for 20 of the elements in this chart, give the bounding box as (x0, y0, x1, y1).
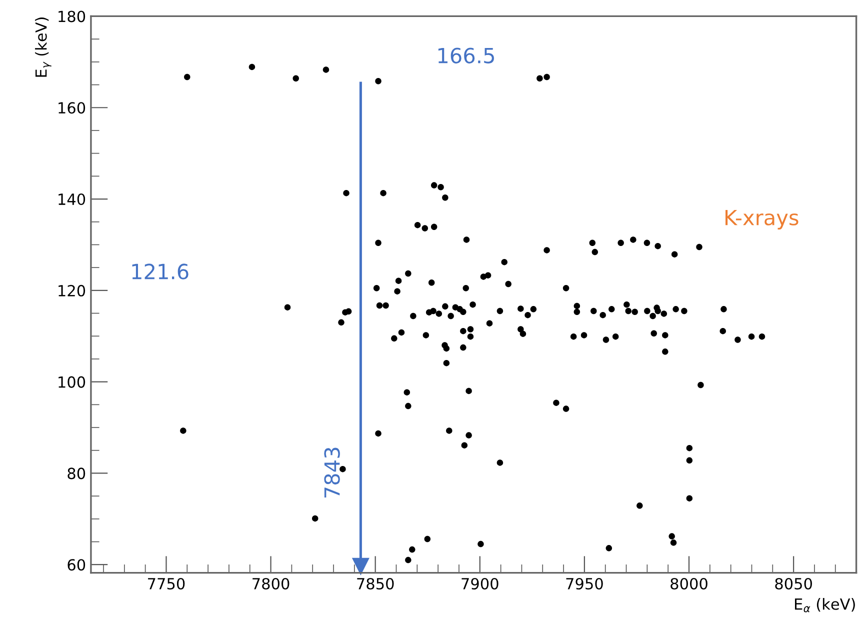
x-tick-label: 8000 (670, 578, 708, 590)
ref-line-label: 7843 (324, 448, 340, 498)
x-tick-label: 7950 (566, 578, 603, 590)
x-tick-label: 7750 (148, 578, 185, 590)
annotation: K-xrays (726, 210, 798, 230)
x-tick-label: 7850 (357, 578, 394, 590)
annotation: 166.5 (438, 48, 494, 64)
y-tick-label: 120 (58, 284, 86, 296)
x-tick-label: 8050 (775, 578, 812, 590)
y-tick-label: 160 (58, 102, 86, 114)
annotation: 121.6 (132, 264, 188, 280)
y-tick-label: 140 (58, 193, 86, 206)
y-tick-label: 180 (58, 10, 86, 22)
y-tick-label: 100 (58, 376, 86, 388)
y-tick-label: 60 (68, 559, 86, 571)
y-axis-title: E$_{γ}$ (keV) (35, 18, 52, 77)
x-tick-label: 7900 (462, 578, 498, 590)
y-tick-label: 80 (68, 468, 86, 480)
x-axis-title: E$_{α}$ (keV) (794, 598, 855, 612)
x-tick-label: 7800 (252, 578, 290, 590)
